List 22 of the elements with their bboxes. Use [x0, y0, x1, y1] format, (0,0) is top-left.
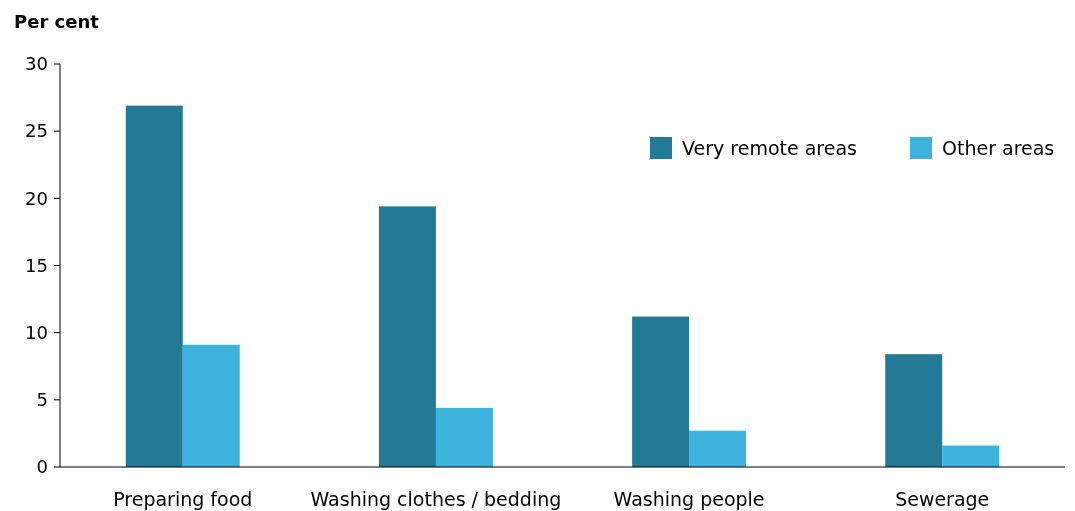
y-tick-label: 20	[25, 187, 48, 209]
y-tick-label: 25	[25, 120, 48, 142]
x-tick-label: Preparing food	[113, 488, 253, 510]
y-tick-label: 30	[25, 53, 48, 75]
bar	[378, 206, 436, 467]
x-tick-label: Washing people	[613, 488, 765, 510]
y-tick-label: 5	[36, 389, 48, 411]
bar	[942, 445, 1000, 467]
x-tick-label: Sewerage	[895, 488, 990, 510]
bar	[435, 407, 493, 467]
legend-label: Other areas	[942, 136, 1055, 159]
bar	[885, 354, 943, 467]
x-tick-label: Washing clothes / bedding	[310, 488, 562, 510]
bar	[182, 344, 240, 467]
legend-label: Very remote areas	[682, 136, 857, 159]
y-tick-label: 0	[36, 456, 48, 478]
bar	[632, 316, 690, 467]
bar	[125, 105, 183, 467]
bar	[689, 430, 747, 467]
y-tick-label: 10	[25, 321, 48, 343]
y-tick-label: 15	[25, 254, 48, 276]
y-axis-title: Per cent	[14, 11, 100, 32]
